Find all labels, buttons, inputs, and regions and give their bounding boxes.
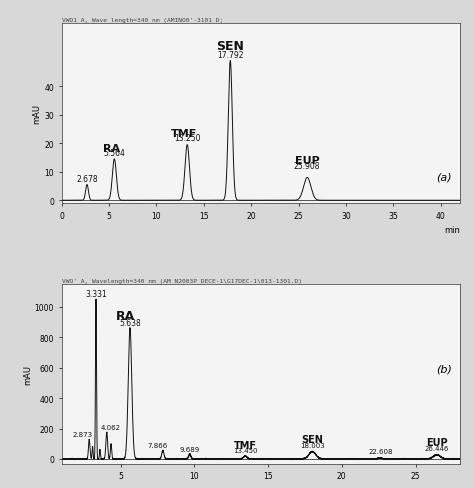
Text: 2.873: 2.873 (72, 431, 92, 437)
Text: 2.678: 2.678 (76, 174, 98, 183)
Text: min: min (444, 225, 460, 234)
Text: (b): (b) (436, 364, 452, 374)
Text: EUP: EUP (295, 155, 319, 165)
Text: RA: RA (103, 144, 120, 154)
Text: 18.003: 18.003 (300, 442, 325, 447)
Text: VWD1 A, Wave length=340 nm (AMINO0'-3101 D;: VWD1 A, Wave length=340 nm (AMINO0'-3101… (62, 18, 223, 22)
Text: 4.062: 4.062 (100, 424, 120, 430)
Text: 25.908: 25.908 (294, 162, 320, 171)
Text: 5.564: 5.564 (103, 148, 125, 158)
Y-axis label: mAU: mAU (32, 104, 41, 124)
Text: RA: RA (115, 309, 135, 322)
Text: 3.331: 3.331 (85, 289, 107, 298)
Text: EUP: EUP (426, 437, 447, 447)
Text: SEN: SEN (216, 40, 244, 53)
Text: 22.608: 22.608 (368, 448, 392, 454)
Text: SEN: SEN (301, 434, 323, 444)
Text: 13.450: 13.450 (233, 447, 257, 453)
Text: 17.792: 17.792 (217, 51, 244, 60)
Text: 5.638: 5.638 (119, 319, 141, 327)
Text: 7.866: 7.866 (147, 443, 168, 448)
Text: 26.446: 26.446 (425, 445, 449, 451)
Text: (a): (a) (436, 172, 452, 182)
Text: TMF: TMF (171, 128, 197, 138)
Text: TMF: TMF (234, 440, 257, 450)
Text: 9.689: 9.689 (180, 446, 200, 452)
Text: VWO' A, Wavelength=340 nm (AM N2003P_DECE-1\G17DEC-1\013-1301.D): VWO' A, Wavelength=340 nm (AM N2003P_DEC… (62, 278, 301, 283)
Y-axis label: mAU: mAU (23, 364, 32, 384)
Text: 13.250: 13.250 (174, 134, 201, 142)
